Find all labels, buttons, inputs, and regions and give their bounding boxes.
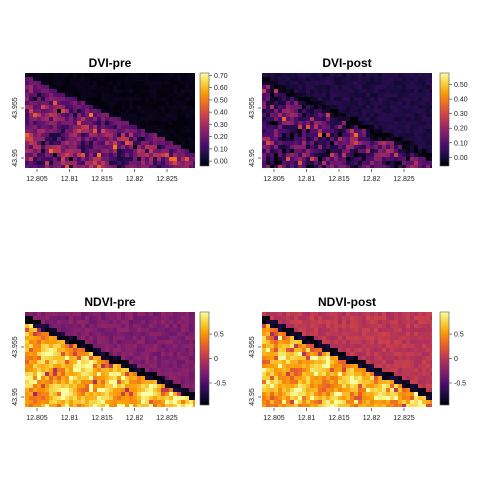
raster-image — [262, 73, 432, 168]
colorbar-tick-label: -0.5 — [214, 380, 226, 387]
y-tick-label: 43.955 — [249, 336, 256, 358]
raster-image — [262, 312, 432, 407]
colorbar — [439, 72, 450, 167]
panel-3: NDVI-pre 12.805 12.81 12.815 12.82 12.825 43.9… — [12, 295, 226, 422]
x-tick-label: 12.815 — [328, 415, 350, 422]
x-tick-label: 12.815 — [91, 176, 113, 183]
x-tick-label: 12.825 — [156, 415, 178, 422]
colorbar-tick-label: 0.70 — [214, 73, 228, 80]
colorbar-tick-label: 0.50 — [214, 97, 228, 104]
x-tick-label: 12.805 — [26, 415, 48, 422]
colorbar-tick-label: 0.20 — [454, 126, 468, 133]
x-tick-label: 12.81 — [298, 176, 316, 183]
colorbar-tick-label: 0.10 — [214, 146, 228, 153]
raster-image — [25, 312, 195, 407]
y-tick-label: 43.95 — [249, 149, 256, 167]
colorbar-tick-label: 0.00 — [214, 159, 228, 166]
colorbar — [199, 311, 210, 406]
panel-title: NDVI-post — [318, 295, 376, 309]
y-tick-label: 43.95 — [12, 388, 19, 406]
y-tick-label: 43.95 — [12, 149, 19, 167]
x-tick-label: 12.81 — [61, 415, 79, 422]
colorbar-tick-label: 0.60 — [214, 85, 228, 92]
colorbar-tick-label: 0.10 — [454, 140, 468, 147]
panel-2: DVI-post 12.805 12.81 12.815 12.82 12.825 43.9… — [249, 56, 468, 183]
y-tick-label: 43.95 — [249, 388, 256, 406]
colorbar-tick-label: 0.40 — [454, 97, 468, 104]
panel-title: DVI-pre — [89, 56, 132, 70]
panel-4: NDVI-post 12.805 12.81 12.815 12.82 12.825 43.… — [249, 295, 466, 422]
colorbar-tick-label: 0.30 — [454, 111, 468, 118]
colorbar-tick-label: 0 — [214, 356, 218, 363]
x-tick-label: 12.82 — [126, 415, 144, 422]
x-tick-label: 12.825 — [393, 176, 415, 183]
colorbar-tick-label: 0.5 — [214, 332, 224, 339]
colorbar-tick-label: 0 — [454, 356, 458, 363]
x-tick-label: 12.815 — [91, 415, 113, 422]
x-tick-label: 12.805 — [26, 176, 48, 183]
raster-image — [25, 73, 195, 168]
colorbar-tick-label: 0.00 — [454, 155, 468, 162]
panel-1: DVI-pre 12.805 12.81 12.815 12.82 12.825 43.95… — [12, 56, 228, 183]
colorbar-tick-label: 0.40 — [214, 110, 228, 117]
x-tick-label: 12.81 — [61, 176, 79, 183]
x-tick-label: 12.825 — [393, 415, 415, 422]
colorbar-tick-label: 0.20 — [214, 134, 228, 141]
colorbar-tick-label: 0.30 — [214, 122, 228, 129]
x-tick-label: 12.82 — [363, 176, 381, 183]
y-tick-label: 43.955 — [249, 97, 256, 119]
x-tick-label: 12.82 — [363, 415, 381, 422]
x-tick-label: 12.815 — [328, 176, 350, 183]
colorbar-tick-label: 0.50 — [454, 82, 468, 89]
x-tick-label: 12.82 — [126, 176, 144, 183]
x-tick-label: 12.825 — [156, 176, 178, 183]
colorbar — [439, 311, 450, 406]
x-tick-label: 12.805 — [263, 415, 285, 422]
x-tick-label: 12.81 — [298, 415, 316, 422]
colorbar-tick-label: 0.5 — [454, 332, 464, 339]
y-tick-label: 43.955 — [12, 336, 19, 358]
panel-title: NDVI-pre — [84, 295, 136, 309]
y-tick-label: 43.955 — [12, 97, 19, 119]
colorbar — [199, 72, 210, 167]
panel-title: DVI-post — [322, 56, 371, 70]
colorbar-tick-label: -0.5 — [454, 380, 466, 387]
x-tick-label: 12.805 — [263, 176, 285, 183]
